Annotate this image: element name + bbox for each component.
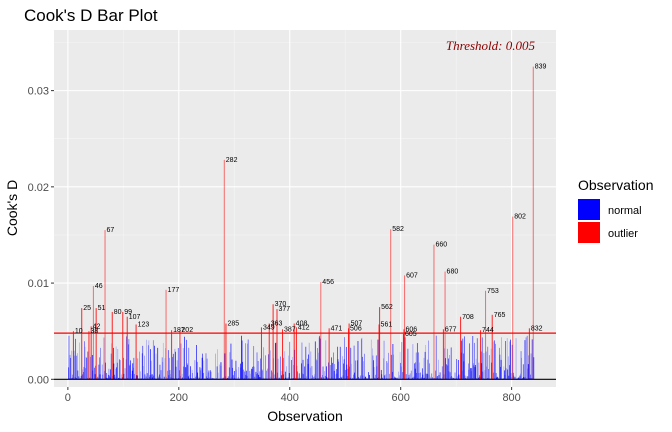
x-axis-title: Observation xyxy=(267,408,342,424)
x-tick-label: 200 xyxy=(170,392,188,404)
outlier-label: 802 xyxy=(514,214,526,221)
outlier-label: 387 xyxy=(284,326,296,333)
legend-swatch-outlier xyxy=(578,222,600,243)
x-tick-label: 0 xyxy=(65,392,71,404)
legend-swatch-normal xyxy=(578,199,600,220)
outlier-label: 25 xyxy=(83,305,91,312)
outlier-label: 680 xyxy=(447,269,459,276)
chart-title: Cook's D Bar Plot xyxy=(24,6,158,25)
outlier-label: 285 xyxy=(227,320,239,327)
x-tick-label: 800 xyxy=(502,392,520,404)
plot-panel xyxy=(54,30,556,387)
outlier-label: 107 xyxy=(129,314,141,321)
outlier-label: 582 xyxy=(392,226,404,233)
y-axis-title: Cook's D xyxy=(4,180,20,236)
outlier-label: 412 xyxy=(298,324,310,331)
outlier-label: 562 xyxy=(381,304,393,311)
outlier-label: 38 xyxy=(90,328,98,335)
legend-label-normal: normal xyxy=(608,205,642,217)
legend: Observation normal outlier xyxy=(578,177,653,243)
outlier-label: 456 xyxy=(322,279,334,286)
legend-title: Observation xyxy=(578,177,653,193)
outlier-label: 370 xyxy=(275,301,287,308)
outlier-label: 187 xyxy=(173,327,185,334)
outlier-label: 744 xyxy=(482,327,494,334)
y-tick-label: 0.02 xyxy=(28,182,49,194)
outlier-label: 753 xyxy=(487,288,499,295)
outlier-label: 506 xyxy=(350,325,362,332)
outlier-label: 202 xyxy=(181,327,193,334)
axes: 0 200 400 600 800 0.00 0.01 0.02 0.03 xyxy=(28,86,521,404)
outlier-label: 51 xyxy=(98,305,106,312)
outlier-label: 677 xyxy=(445,326,457,333)
outlier-label: 46 xyxy=(95,283,103,290)
outlier-label: 123 xyxy=(138,321,150,328)
outlier-label: 606 xyxy=(406,326,418,333)
outlier-label: 507 xyxy=(351,320,363,327)
outlier-label: 177 xyxy=(168,287,180,294)
y-tick-label: 0.03 xyxy=(28,86,49,98)
x-tick-label: 600 xyxy=(392,392,410,404)
outlier-label: 349 xyxy=(263,324,275,331)
outlier-label: 363 xyxy=(271,320,283,327)
outlier-label: 561 xyxy=(381,321,393,328)
legend-label-outlier: outlier xyxy=(608,228,638,240)
outlier-label: 765 xyxy=(494,312,506,319)
outlier-label: 708 xyxy=(462,314,474,321)
outlier-label: 408 xyxy=(296,320,308,327)
outlier-label: 377 xyxy=(278,306,290,313)
x-tick-label: 400 xyxy=(281,392,299,404)
outlier-label: 80 xyxy=(114,309,122,316)
y-tick-label: 0.01 xyxy=(28,278,49,290)
threshold-annotation: Threshold: 0.005 xyxy=(446,38,536,53)
reference-lines xyxy=(54,332,556,380)
y-tick-label: 0.00 xyxy=(28,374,49,386)
outlier-label: 832 xyxy=(531,325,543,332)
outlier-label: 660 xyxy=(435,242,447,249)
outlier-label: 99 xyxy=(124,309,132,316)
outlier-label: 10 xyxy=(75,328,83,335)
outlier-label: 42 xyxy=(93,323,101,330)
outlier-label: 282 xyxy=(226,157,238,164)
outlier-label: 471 xyxy=(331,325,343,332)
outlier-label: 605 xyxy=(405,331,417,338)
outlier-label: 607 xyxy=(406,272,418,279)
outlier-label: 67 xyxy=(107,227,115,234)
outlier-label: 839 xyxy=(535,64,547,71)
